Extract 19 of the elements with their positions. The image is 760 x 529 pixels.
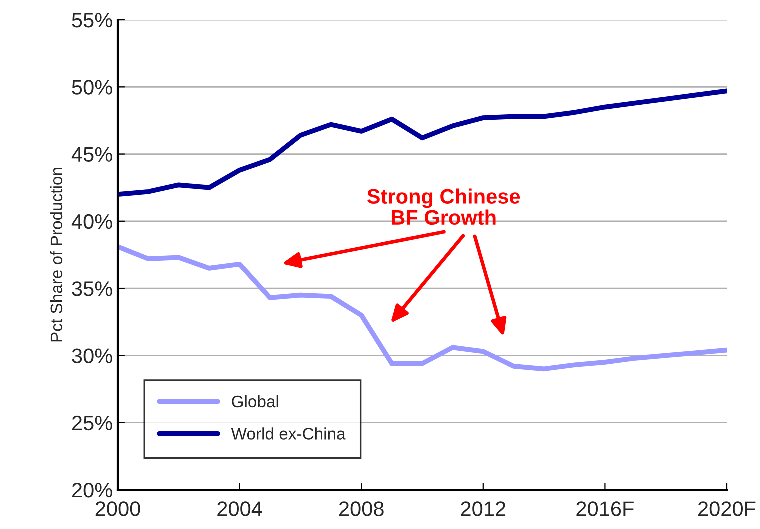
x-tick-label: 2008 [339, 502, 384, 516]
y-tick-label: 20% [72, 483, 112, 498]
y-tick-label: 50% [72, 80, 112, 95]
y-tick-label: 45% [72, 147, 112, 162]
annotation: Strong Chinese BF Growth [367, 188, 520, 226]
line-series [118, 244, 727, 372]
x-tick-label: 2012 [461, 502, 506, 516]
legend-label: World ex-China [231, 428, 346, 440]
y-tick-label: 35% [72, 282, 112, 296]
y-tick-label: 25% [72, 416, 112, 431]
x-tick-label: 2004 [218, 502, 262, 516]
y-tick-label: 40% [72, 214, 112, 230]
y-tick-label: 30% [72, 348, 112, 364]
y-tick-label: 55% [72, 13, 112, 28]
x-tick-label: 2000 [96, 502, 140, 516]
y-axis-title: Pct Share of Production [50, 168, 63, 342]
legend-label: Global [232, 395, 278, 408]
x-tick-label: 2016F [576, 502, 634, 516]
x-tick-label: 2020F [698, 502, 756, 516]
